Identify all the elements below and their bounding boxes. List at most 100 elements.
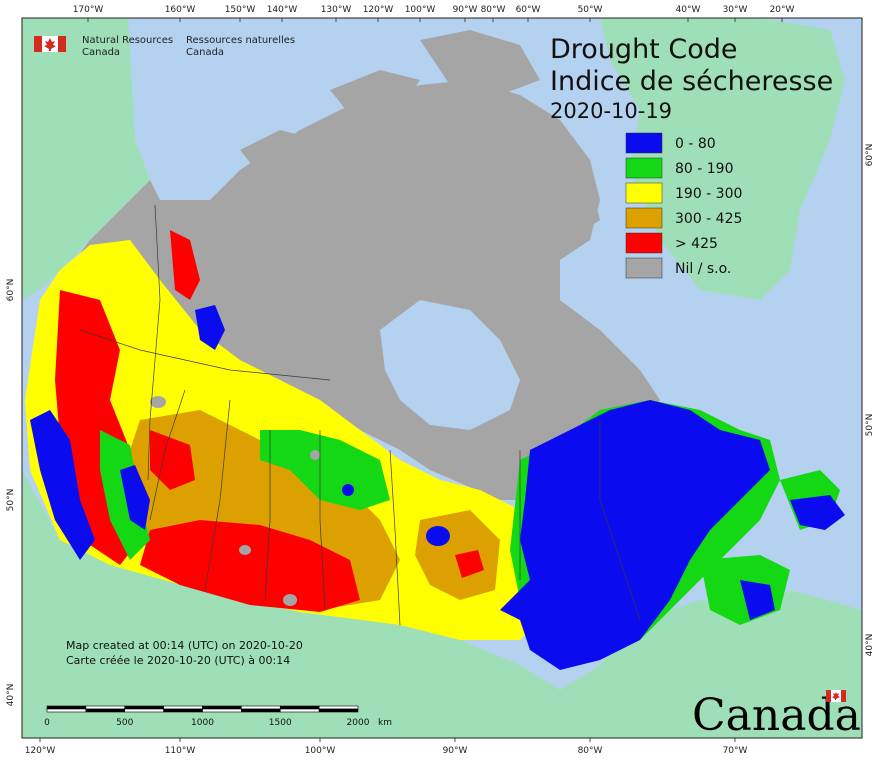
map-frame: [21, 17, 863, 739]
usa-land: [22, 470, 862, 738]
bottom-longitude-ticks: 120°W 110°W 100°W 90°W 80°W 70°W: [25, 738, 748, 756]
alaska-land: [22, 18, 150, 300]
scale-segment-upper: [124, 705, 164, 710]
scale-segment-upper: [85, 705, 126, 710]
arctic-island-5: [545, 170, 600, 240]
left-tick-label: 50°N: [6, 489, 16, 512]
flag-left-bar: [34, 36, 42, 52]
legend-label: 0 - 80: [675, 136, 716, 152]
zone-0-80-ns: [740, 580, 775, 620]
scale-segment-upper: [202, 705, 242, 710]
zone-0-80-nwt: [195, 305, 225, 350]
scale-label: 1000: [191, 718, 214, 728]
top-tick-label: 120°W: [363, 5, 394, 15]
left-tick-label: 40°N: [6, 684, 16, 707]
zone-gt425-prairies: [140, 520, 360, 612]
top-tick-label: 90°W: [453, 5, 478, 15]
agency-signature: Natural Resources Canada Ressources natu…: [34, 35, 295, 58]
bottom-tick-label: 80°W: [578, 746, 603, 756]
scale-unit: km: [378, 718, 392, 728]
scale-segment-lower: [124, 708, 164, 713]
wordmark-flag-left: [826, 690, 831, 702]
arctic-island-3: [420, 30, 540, 95]
scale-label: 500: [116, 718, 133, 728]
scale-segment-lower: [318, 708, 359, 713]
top-tick-label: 20°W: [770, 5, 795, 15]
legend-label: > 425: [675, 236, 718, 252]
scale-segment-upper: [46, 705, 87, 710]
scale-bar: 0 500 1000 1500 2000 km: [44, 705, 392, 728]
bottom-tick-label: 90°W: [443, 746, 468, 756]
zone-0-80-bc-coast: [30, 410, 95, 560]
zone-gt425-ab: [150, 430, 195, 490]
legend-swatch: [625, 132, 663, 154]
bottom-tick-label: 70°W: [723, 746, 748, 756]
top-tick-label: 80°W: [481, 5, 506, 15]
legend-label: 80 - 190: [675, 161, 734, 177]
scale-segment-lower: [241, 708, 281, 713]
right-tick-label: 60°N: [865, 144, 875, 167]
legend-swatch: [625, 182, 663, 204]
bottom-tick-label: 120°W: [25, 746, 56, 756]
scale-segment-lower: [202, 708, 242, 713]
map-layers: [22, 18, 862, 738]
top-tick-label: 100°W: [405, 5, 436, 15]
top-tick-label: 30°W: [723, 5, 748, 15]
left-tick-label: 60°N: [6, 279, 16, 302]
hudson-bay: [380, 300, 520, 430]
legend-swatch: [625, 257, 663, 279]
legend-label: 190 - 300: [675, 186, 742, 202]
zone-0-80-nl: [790, 495, 845, 530]
provincial-boundaries: [79, 204, 641, 626]
scale-segment-lower: [163, 708, 203, 713]
scale-segment-upper: [279, 705, 320, 710]
top-tick-label: 40°W: [676, 5, 701, 15]
arctic-island-1: [240, 130, 320, 175]
wordmark-maple-leaf-icon: [832, 692, 840, 700]
legend-label: Nil / s.o.: [675, 261, 731, 277]
created-note-fr: Carte créée le 2020-10-20 (UTC) à 00:14: [66, 654, 290, 667]
right-tick-label: 40°N: [865, 634, 875, 657]
scale-segment-lower: [279, 708, 320, 713]
right-latitude-ticks: 60°N 50°N 40°N: [865, 144, 875, 657]
bottom-tick-label: 100°W: [305, 746, 336, 756]
top-tick-label: 50°W: [578, 5, 603, 15]
greenland-land: [600, 18, 845, 300]
legend-swatch: [625, 207, 663, 229]
agency-en-line1: Natural Resources: [82, 35, 173, 46]
scale-segment-upper: [163, 705, 203, 710]
agency-fr-line1: Ressources naturelles: [186, 35, 295, 46]
scale-segment-upper: [241, 705, 281, 710]
zone-gt425-nwt: [170, 230, 200, 300]
scale-label: 0: [44, 718, 50, 728]
top-tick-label: 130°W: [321, 5, 352, 15]
created-note-en: Map created at 00:14 (UTC) on 2020-10-20: [66, 639, 303, 652]
top-tick-label: 60°W: [516, 5, 541, 15]
zone-0-80-mb-spot: [342, 484, 354, 496]
wordmark-flag-right: [841, 690, 846, 702]
scale-segment-lower: [85, 708, 126, 713]
nil-patch-4: [310, 450, 320, 460]
scale-segment-lower: [46, 708, 87, 713]
left-latitude-ticks: 60°N 50°N 40°N: [6, 279, 16, 707]
agency-fr-line2: Canada: [186, 47, 224, 58]
top-tick-label: 170°W: [73, 5, 104, 15]
zone-0-80-qc: [500, 400, 770, 670]
maple-leaf-icon: [44, 38, 56, 51]
legend-swatch: [625, 157, 663, 179]
scale-segment-upper: [318, 705, 359, 710]
scale-label: 2000: [347, 718, 370, 728]
flag-right-bar: [58, 36, 66, 52]
legend-swatch: [625, 232, 663, 254]
scale-label: 1500: [269, 718, 292, 728]
zone-80-190-mb: [260, 430, 390, 510]
zone-gt425-on: [455, 550, 484, 578]
bottom-tick-label: 110°W: [165, 746, 196, 756]
title-fr: Indice de sécheresse: [550, 66, 833, 97]
agency-en-line2: Canada: [82, 47, 120, 58]
zone-0-80-on-spot: [426, 526, 450, 546]
arctic-island-2: [330, 70, 420, 115]
top-tick-label: 160°W: [165, 5, 196, 15]
